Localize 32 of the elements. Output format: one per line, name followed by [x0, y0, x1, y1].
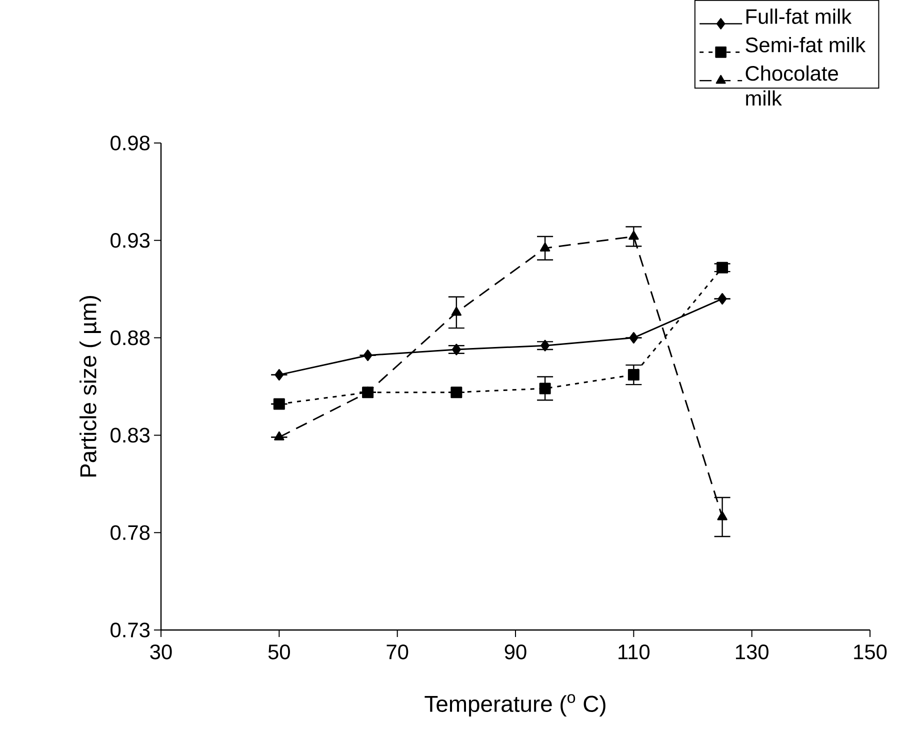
- y-axis-title: Particle size ( µm): [80, 296, 101, 477]
- x-tick-label: 130: [736, 644, 768, 660]
- point: [363, 350, 372, 362]
- point: [451, 306, 462, 316]
- y-tick-label: 0.73: [110, 622, 150, 638]
- x-tick-label: 30: [150, 644, 172, 660]
- point: [540, 242, 550, 252]
- point: [628, 369, 640, 381]
- x-tick-label: 110: [618, 644, 650, 660]
- point: [450, 386, 462, 398]
- y-tick-label: 0.98: [110, 136, 150, 150]
- point: [274, 369, 284, 381]
- point: [539, 382, 551, 394]
- legend-label: Semi-fat milk: [746, 37, 866, 52]
- point: [452, 344, 461, 356]
- x-tick-label: 50: [268, 644, 290, 660]
- point: [628, 230, 639, 240]
- x-tick-label: 90: [504, 644, 526, 660]
- x-tick-label: 70: [386, 644, 408, 660]
- y-tick-label: 0.78: [110, 525, 150, 540]
- point: [716, 262, 728, 274]
- point: [629, 332, 638, 344]
- y-tick-label: 0.83: [110, 428, 150, 443]
- point: [540, 340, 550, 352]
- legend-label: Chocolate milk: [746, 65, 838, 106]
- x-tick-label: 150: [854, 644, 887, 660]
- point: [273, 398, 285, 410]
- y-tick-label: 0.93: [110, 232, 150, 248]
- y-tick-label: 0.88: [110, 330, 150, 346]
- legend-label: Full-fat milk: [746, 8, 852, 24]
- x-axis-title: Temperature ($^{o}$ C): [424, 694, 606, 717]
- point: [718, 293, 727, 305]
